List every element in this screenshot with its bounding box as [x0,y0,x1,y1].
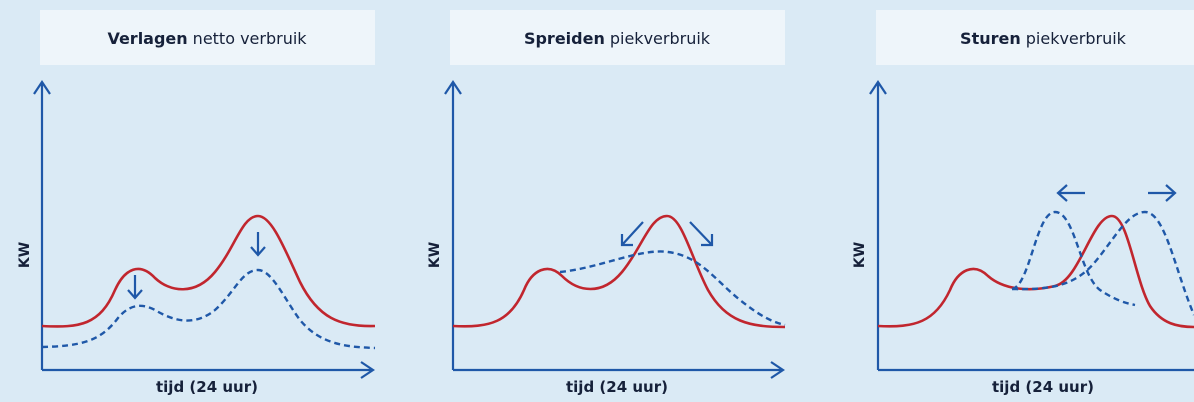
x-label: tijd (24 uur) [566,378,668,396]
arrow-right-down [689,221,714,247]
x-label: tijd (24 uur) [992,378,1094,396]
blue-curve [559,250,786,327]
title-box [876,10,1194,65]
panel: Spreiden piekverbruik KW tijd (24 uur) [427,10,786,396]
panel-title: Verlagen netto verbruik [107,29,307,48]
arrow-down [250,232,266,257]
arrow-left-down [620,221,644,247]
y-label: KW [427,242,443,268]
blue-curve-right [1011,210,1194,316]
y-label: KW [852,242,868,268]
title-rest: piekverbruik [1026,29,1127,48]
arrow-left [1056,184,1085,202]
x-label: tijd (24 uur) [156,378,258,396]
axes [33,80,375,379]
title-rest: netto verbruik [193,29,308,48]
title-bold: Spreiden [524,29,605,48]
title-bold: Verlagen [107,29,187,48]
blue-curve [41,268,376,350]
axes [444,80,785,379]
panel: Verlagen netto verbruik KW tijd (24 uur) [17,10,376,396]
axes [869,80,1194,372]
panel: Sturen piekverbruik KW tijd (24 uur) [852,10,1194,396]
panel-title: Sturen piekverbruik [960,29,1127,48]
panel-title: Spreiden piekverbruik [524,29,711,48]
blue-curve-left [1011,210,1136,307]
red-curve [877,214,1194,329]
y-label: KW [17,242,33,268]
arrow-down [127,275,143,300]
red-curve [452,214,786,329]
red-curve [41,214,376,328]
arrow-right [1148,184,1177,202]
title-rest: piekverbruik [610,29,711,48]
title-bold: Sturen [960,29,1021,48]
title-box [450,10,785,65]
title-box [40,10,375,65]
